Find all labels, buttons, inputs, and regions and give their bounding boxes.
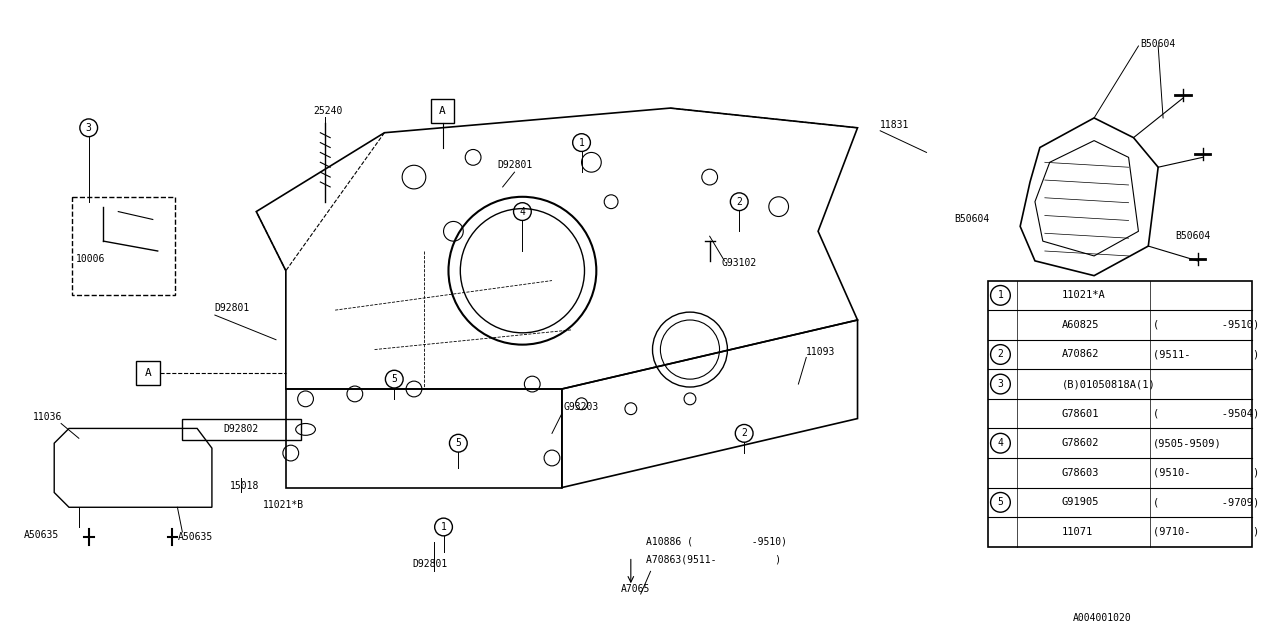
Bar xyxy=(72,196,175,295)
Text: (9505-9509): (9505-9509) xyxy=(1153,438,1222,448)
Text: 2: 2 xyxy=(741,428,748,438)
Bar xyxy=(136,362,160,385)
Text: (          -9510): ( -9510) xyxy=(1153,320,1260,330)
Text: 2: 2 xyxy=(997,349,1004,360)
Text: G93203: G93203 xyxy=(563,402,599,412)
Text: D92801: D92801 xyxy=(412,559,448,570)
Text: 11036: 11036 xyxy=(32,412,61,422)
Text: D92802: D92802 xyxy=(224,424,259,435)
Text: A60825: A60825 xyxy=(1061,320,1100,330)
Text: B50604: B50604 xyxy=(1140,39,1176,49)
Text: A70863(9511-          ): A70863(9511- ) xyxy=(645,554,781,564)
Text: A004001020: A004001020 xyxy=(1073,612,1132,623)
Text: 11831: 11831 xyxy=(881,120,910,130)
Bar xyxy=(988,280,1252,547)
Text: 3: 3 xyxy=(86,123,92,132)
Bar xyxy=(182,419,301,440)
Bar xyxy=(431,99,454,123)
Text: D92801: D92801 xyxy=(497,160,532,170)
Text: (9510-          ): (9510- ) xyxy=(1153,468,1260,478)
Text: 11093: 11093 xyxy=(806,346,836,356)
Text: 1: 1 xyxy=(579,138,585,148)
Text: 1: 1 xyxy=(440,522,447,532)
Text: 5: 5 xyxy=(997,497,1004,508)
Text: A: A xyxy=(439,106,445,116)
Text: 10006: 10006 xyxy=(76,254,105,264)
Text: G91905: G91905 xyxy=(1061,497,1100,508)
Text: G78602: G78602 xyxy=(1061,438,1100,448)
Text: 4: 4 xyxy=(997,438,1004,448)
Text: G78603: G78603 xyxy=(1061,468,1100,478)
Text: (9710-          ): (9710- ) xyxy=(1153,527,1260,537)
Text: 11021*A: 11021*A xyxy=(1061,291,1106,300)
Text: 15018: 15018 xyxy=(229,481,259,491)
Text: 3: 3 xyxy=(997,379,1004,389)
Text: D92801: D92801 xyxy=(215,303,250,313)
Text: 25240: 25240 xyxy=(314,106,343,116)
Text: (9511-          ): (9511- ) xyxy=(1153,349,1260,360)
Text: 2: 2 xyxy=(736,196,742,207)
Text: 5: 5 xyxy=(392,374,397,384)
Text: B50604: B50604 xyxy=(1175,231,1210,241)
Text: A: A xyxy=(145,368,151,378)
Text: 11021*B: 11021*B xyxy=(264,500,305,510)
Text: 11071: 11071 xyxy=(1061,527,1093,537)
Text: A10886 (          -9510): A10886 ( -9510) xyxy=(645,537,787,547)
Text: B50604: B50604 xyxy=(954,214,989,225)
Text: A50635: A50635 xyxy=(24,530,59,540)
Text: A50635: A50635 xyxy=(178,532,212,542)
Text: A7065: A7065 xyxy=(621,584,650,594)
Text: (B)01050818A(1): (B)01050818A(1) xyxy=(1061,379,1156,389)
Text: G78601: G78601 xyxy=(1061,408,1100,419)
Text: (          -9504): ( -9504) xyxy=(1153,408,1260,419)
Text: 4: 4 xyxy=(520,207,525,216)
Text: 1: 1 xyxy=(997,291,1004,300)
Text: 5: 5 xyxy=(456,438,461,448)
Text: (          -9709): ( -9709) xyxy=(1153,497,1260,508)
Text: G93102: G93102 xyxy=(722,258,756,268)
Text: A70862: A70862 xyxy=(1061,349,1100,360)
